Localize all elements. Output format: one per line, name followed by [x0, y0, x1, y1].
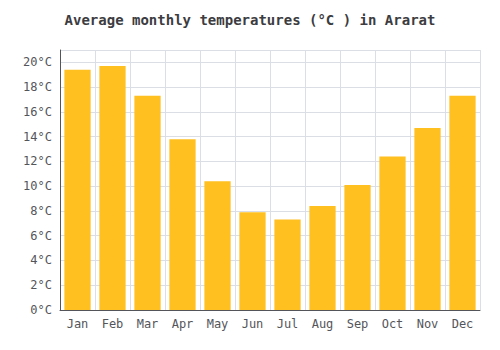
svg-text:Jun: Jun: [242, 317, 264, 331]
svg-text:Sep: Sep: [347, 317, 369, 331]
svg-text:Aug: Aug: [312, 317, 334, 331]
svg-text:Feb: Feb: [102, 317, 124, 331]
svg-text:Dec: Dec: [452, 317, 474, 331]
svg-text:0°C: 0°C: [30, 303, 52, 317]
svg-text:Average monthly temperatures (: Average monthly temperatures (°C ) in Ar…: [65, 12, 436, 28]
svg-text:10°C: 10°C: [23, 179, 52, 193]
svg-text:8°C: 8°C: [30, 204, 52, 218]
svg-text:Nov: Nov: [417, 317, 439, 331]
svg-text:Jan: Jan: [67, 317, 89, 331]
svg-text:6°C: 6°C: [30, 229, 52, 243]
svg-text:Jul: Jul: [277, 317, 299, 331]
svg-text:May: May: [207, 317, 229, 331]
svg-text:14°C: 14°C: [23, 130, 52, 144]
svg-text:12°C: 12°C: [23, 154, 52, 168]
svg-text:4°C: 4°C: [30, 253, 52, 267]
svg-text:Oct: Oct: [382, 317, 404, 331]
svg-text:18°C: 18°C: [23, 80, 52, 94]
svg-text:20°C: 20°C: [23, 55, 52, 69]
svg-text:Apr: Apr: [172, 317, 194, 331]
svg-text:2°C: 2°C: [30, 278, 52, 292]
svg-text:16°C: 16°C: [23, 105, 52, 119]
svg-text:Mar: Mar: [137, 317, 159, 331]
